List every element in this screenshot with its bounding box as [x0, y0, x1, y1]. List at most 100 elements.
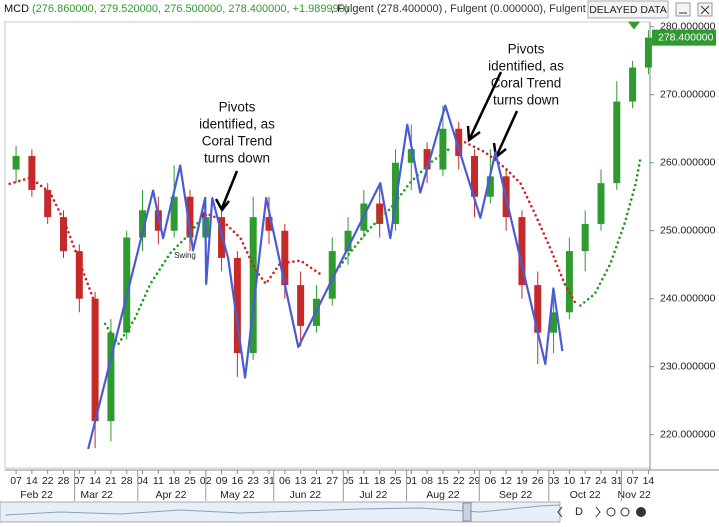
candle-body: [597, 183, 605, 224]
coral-trend-up: [103, 146, 642, 347]
minimize-button[interactable]: [675, 2, 691, 17]
annotation-line: Pivots: [508, 42, 545, 57]
header: MCD (276.860000, 279.520000, 276.500000,…: [4, 0, 713, 19]
x-tick-label: 25: [390, 475, 402, 487]
month-label: Feb 22: [20, 489, 53, 501]
x-tick-label: 23: [247, 475, 259, 487]
candle-body: [629, 67, 637, 102]
indicator: , Fulgent (278.400000): [331, 3, 442, 15]
candle-body: [407, 149, 415, 163]
symbol: MCD: [4, 3, 29, 15]
status: DELAYED DATA: [589, 4, 667, 16]
annotation-line: identified, as: [199, 117, 275, 132]
x-tick-label: 22: [453, 475, 465, 487]
navigator: D: [0, 501, 646, 523]
zoom-in[interactable]: [620, 507, 630, 517]
candle-body: [233, 257, 241, 354]
x-tick-label: 16: [232, 475, 244, 487]
x-tick-label: 14: [89, 475, 101, 487]
pivot-zigzag: [87, 104, 564, 450]
x-tick-label: 24: [595, 475, 607, 487]
swing-label: Swing: [174, 251, 196, 260]
zoom-out[interactable]: [606, 507, 616, 517]
month-label: Oct 22: [570, 489, 601, 501]
candle-body: [439, 128, 447, 170]
last-price-marker: [628, 21, 640, 30]
candle-body: [297, 285, 305, 326]
x-tick-label: 21: [105, 475, 117, 487]
x-tick-label: 18: [168, 475, 180, 487]
x-tick-label: 25: [184, 475, 196, 487]
indicator: , Fulgent (0.000000): [444, 3, 543, 15]
candle-body: [423, 149, 431, 170]
x-tick-label: 28: [121, 475, 133, 487]
candle-body: [581, 223, 589, 252]
candle-body: [644, 37, 652, 68]
status-box: [587, 0, 669, 19]
indicator: , Fulgent: [543, 3, 586, 15]
y-tick-label: 270.000000: [660, 89, 716, 101]
x-tick-label: 06: [484, 475, 496, 487]
x-tick-label: 28: [58, 475, 70, 487]
candle-body: [565, 251, 573, 313]
annotation: Pivots identified, as Coral Trend turns …: [174, 42, 564, 261]
month-label: May 22: [220, 489, 255, 501]
month-label: Jul 22: [359, 489, 387, 501]
x-tick-label: 17: [579, 475, 591, 487]
x-tick-label: 04: [137, 475, 149, 487]
color-palette[interactable]: [636, 507, 646, 517]
y-tick-label: 220.000000: [660, 428, 716, 440]
x-tick-label: 03: [548, 475, 560, 487]
candle-body: [344, 230, 352, 252]
y-tick-label: 250.000000: [660, 225, 716, 237]
x-tick-label: 21: [311, 475, 323, 487]
candle-body: [186, 196, 194, 238]
coral-trend-down: [8, 141, 577, 305]
x-tick-label: 29: [469, 475, 481, 487]
arrow: [214, 170, 239, 213]
x-tick-label: 06: [279, 475, 291, 487]
mini-chart: [4, 504, 561, 516]
arrow: [466, 71, 503, 143]
icon: [700, 5, 710, 15]
x-tick-label: 14: [26, 475, 38, 487]
candle-body: [139, 210, 147, 238]
candle-body: [534, 285, 542, 333]
annotation-line: identified, as: [488, 59, 564, 74]
candle-body: [59, 217, 67, 252]
x-tick-label: 10: [564, 475, 576, 487]
x-tick-label: 31: [263, 475, 275, 487]
month-label: Jun 22: [290, 489, 322, 501]
x-tick-label: 01: [405, 475, 417, 487]
candle-body: [613, 101, 621, 184]
x-tick-label: 22: [42, 475, 54, 487]
x-tick-label: 05: [342, 475, 354, 487]
candle-body: [391, 162, 399, 224]
period[interactable]: D: [575, 506, 583, 518]
x-tick-label: 27: [326, 475, 338, 487]
month-label: Mar 22: [80, 489, 113, 501]
x-tick-label: 18: [374, 475, 386, 487]
last-price-label: 278.400000: [658, 31, 714, 43]
candle-body: [550, 312, 558, 333]
x-tick-label: 13: [295, 475, 307, 487]
month-label: Aug 22: [426, 489, 459, 501]
month-label: Nov 22: [618, 489, 651, 501]
x-tick-label: 31: [611, 475, 623, 487]
nav-arrows[interactable]: [557, 506, 601, 518]
y-tick-label: 260.000000: [660, 157, 716, 169]
x-tick-label: 07: [10, 475, 22, 487]
x-tick-label: 11: [153, 475, 164, 487]
annotation-line: Pivots: [219, 100, 256, 115]
x-tick-label: 08: [421, 475, 433, 487]
x-tick-label: 09: [216, 475, 228, 487]
x-tick-label: 07: [73, 475, 85, 487]
candle-body: [75, 251, 83, 299]
candle-body: [123, 237, 131, 333]
x-tick-label: 07: [627, 475, 639, 487]
y-tick-label: 280.000000: [660, 21, 716, 33]
annotation-line: turns down: [204, 151, 270, 166]
scroll-thumb[interactable]: [462, 502, 472, 522]
